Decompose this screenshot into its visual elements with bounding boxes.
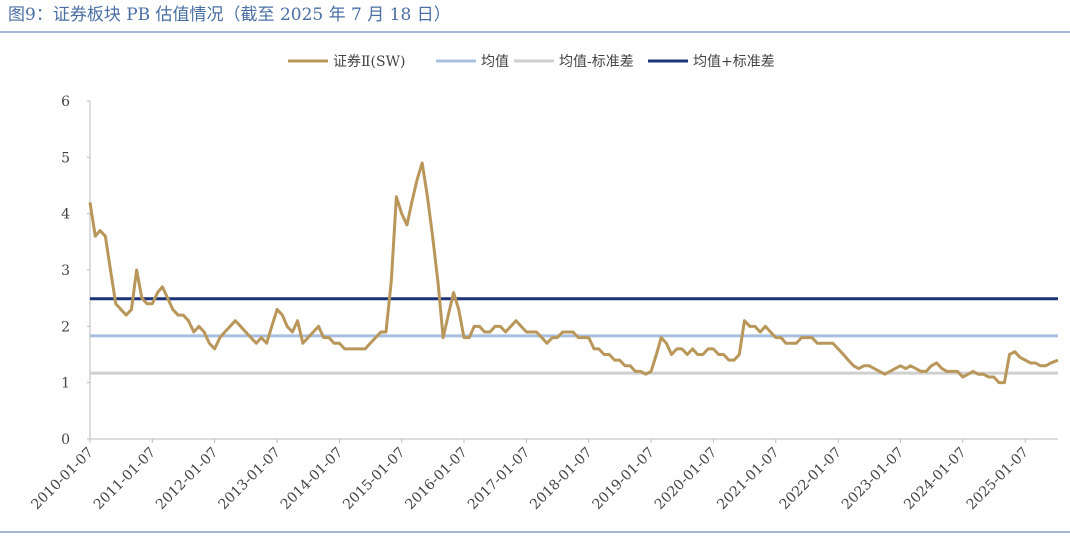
legend-label: 均值 [481,54,509,70]
y-tick-label: 6 [61,94,70,110]
x-tick-label: 2023-01-07 [839,445,907,513]
x-tick-label: 2022-01-07 [777,445,845,513]
x-tick-label: 2010-01-07 [28,445,96,513]
x-tick-label: 2016-01-07 [402,445,470,513]
x-tick-label: 2014-01-07 [278,445,346,513]
x-tick-label: 2018-01-07 [527,445,595,513]
legend-label: 均值-标准差 [559,54,634,70]
y-tick-label: 5 [61,150,70,166]
x-tick-label: 2013-01-07 [216,445,284,513]
y-tick-label: 3 [61,263,70,279]
x-tick-label: 2012-01-07 [153,445,221,513]
x-tick-label: 2017-01-07 [465,445,533,513]
x-tick-label: 2011-01-07 [91,445,159,513]
y-tick-label: 4 [61,207,70,223]
y-tick-label: 2 [61,319,70,335]
legend-label: 均值+标准差 [693,54,775,70]
x-tick-label: 2020-01-07 [652,445,720,513]
x-tick-label: 2024-01-07 [901,445,969,513]
legend-label: 证券Ⅱ(SW) [333,54,405,70]
chart-title: 图9：证券板块 PB 估值情况（截至 2025 年 7 月 18 日） [8,5,451,25]
x-tick-label: 2021-01-07 [714,445,782,513]
x-tick-label: 2025-01-07 [964,445,1032,513]
y-tick-label: 1 [61,376,70,392]
series-line [88,161,1059,385]
x-tick-label: 2019-01-07 [590,445,658,513]
x-tick-label: 2015-01-07 [340,445,408,513]
y-tick-label: 0 [61,432,70,448]
